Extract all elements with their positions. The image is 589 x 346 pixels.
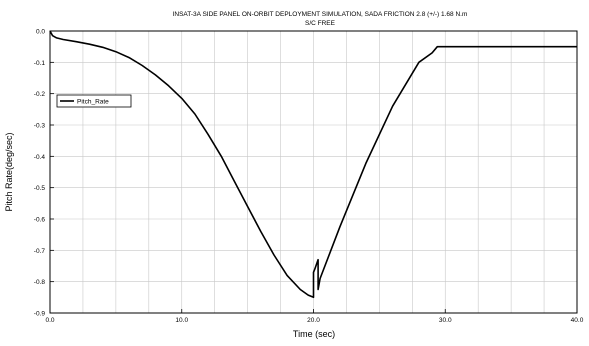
y-tick-label: 0.0 [36,29,45,36]
chart-subtitle: S/C FREE [305,20,336,27]
legend-label: Pitch_Rate [77,99,109,106]
y-tick-label: -0.9 [34,311,46,318]
x-tick-label: 10.0 [175,317,188,324]
x-tick-label: 20.0 [307,317,320,324]
y-tick-label: -0.4 [34,154,46,161]
legend: Pitch_Rate [56,94,132,108]
axis-ticks: 0.0 10.0 20.0 30.0 40.0 0.0 -0.1 -0.2 -0.3 -0.4 -0… [34,29,584,325]
chart-title: INSAT-3A SIDE PANEL ON-ORBIT DEPLOYMENT … [173,11,468,18]
y-tick-label: -0.2 [34,91,46,98]
y-axis-label: Pitch Rate(deg/sec) [4,132,14,211]
x-tick-label: 0.0 [45,317,54,324]
x-tick-label: 40.0 [571,317,584,324]
x-axis-label: Time (sec) [293,329,335,339]
legend-box [56,94,132,108]
y-tick-label: -0.8 [34,279,46,286]
series-line-pitch-rate [49,30,577,299]
series-layer [49,30,577,299]
y-tick-label: -0.3 [34,123,46,130]
y-tick-label: -0.5 [34,185,46,192]
y-tick-label: -0.7 [34,248,46,255]
x-tick-label: 30.0 [439,317,452,324]
y-tick-label: -0.6 [34,217,46,224]
y-tick-label: -0.1 [34,60,46,67]
